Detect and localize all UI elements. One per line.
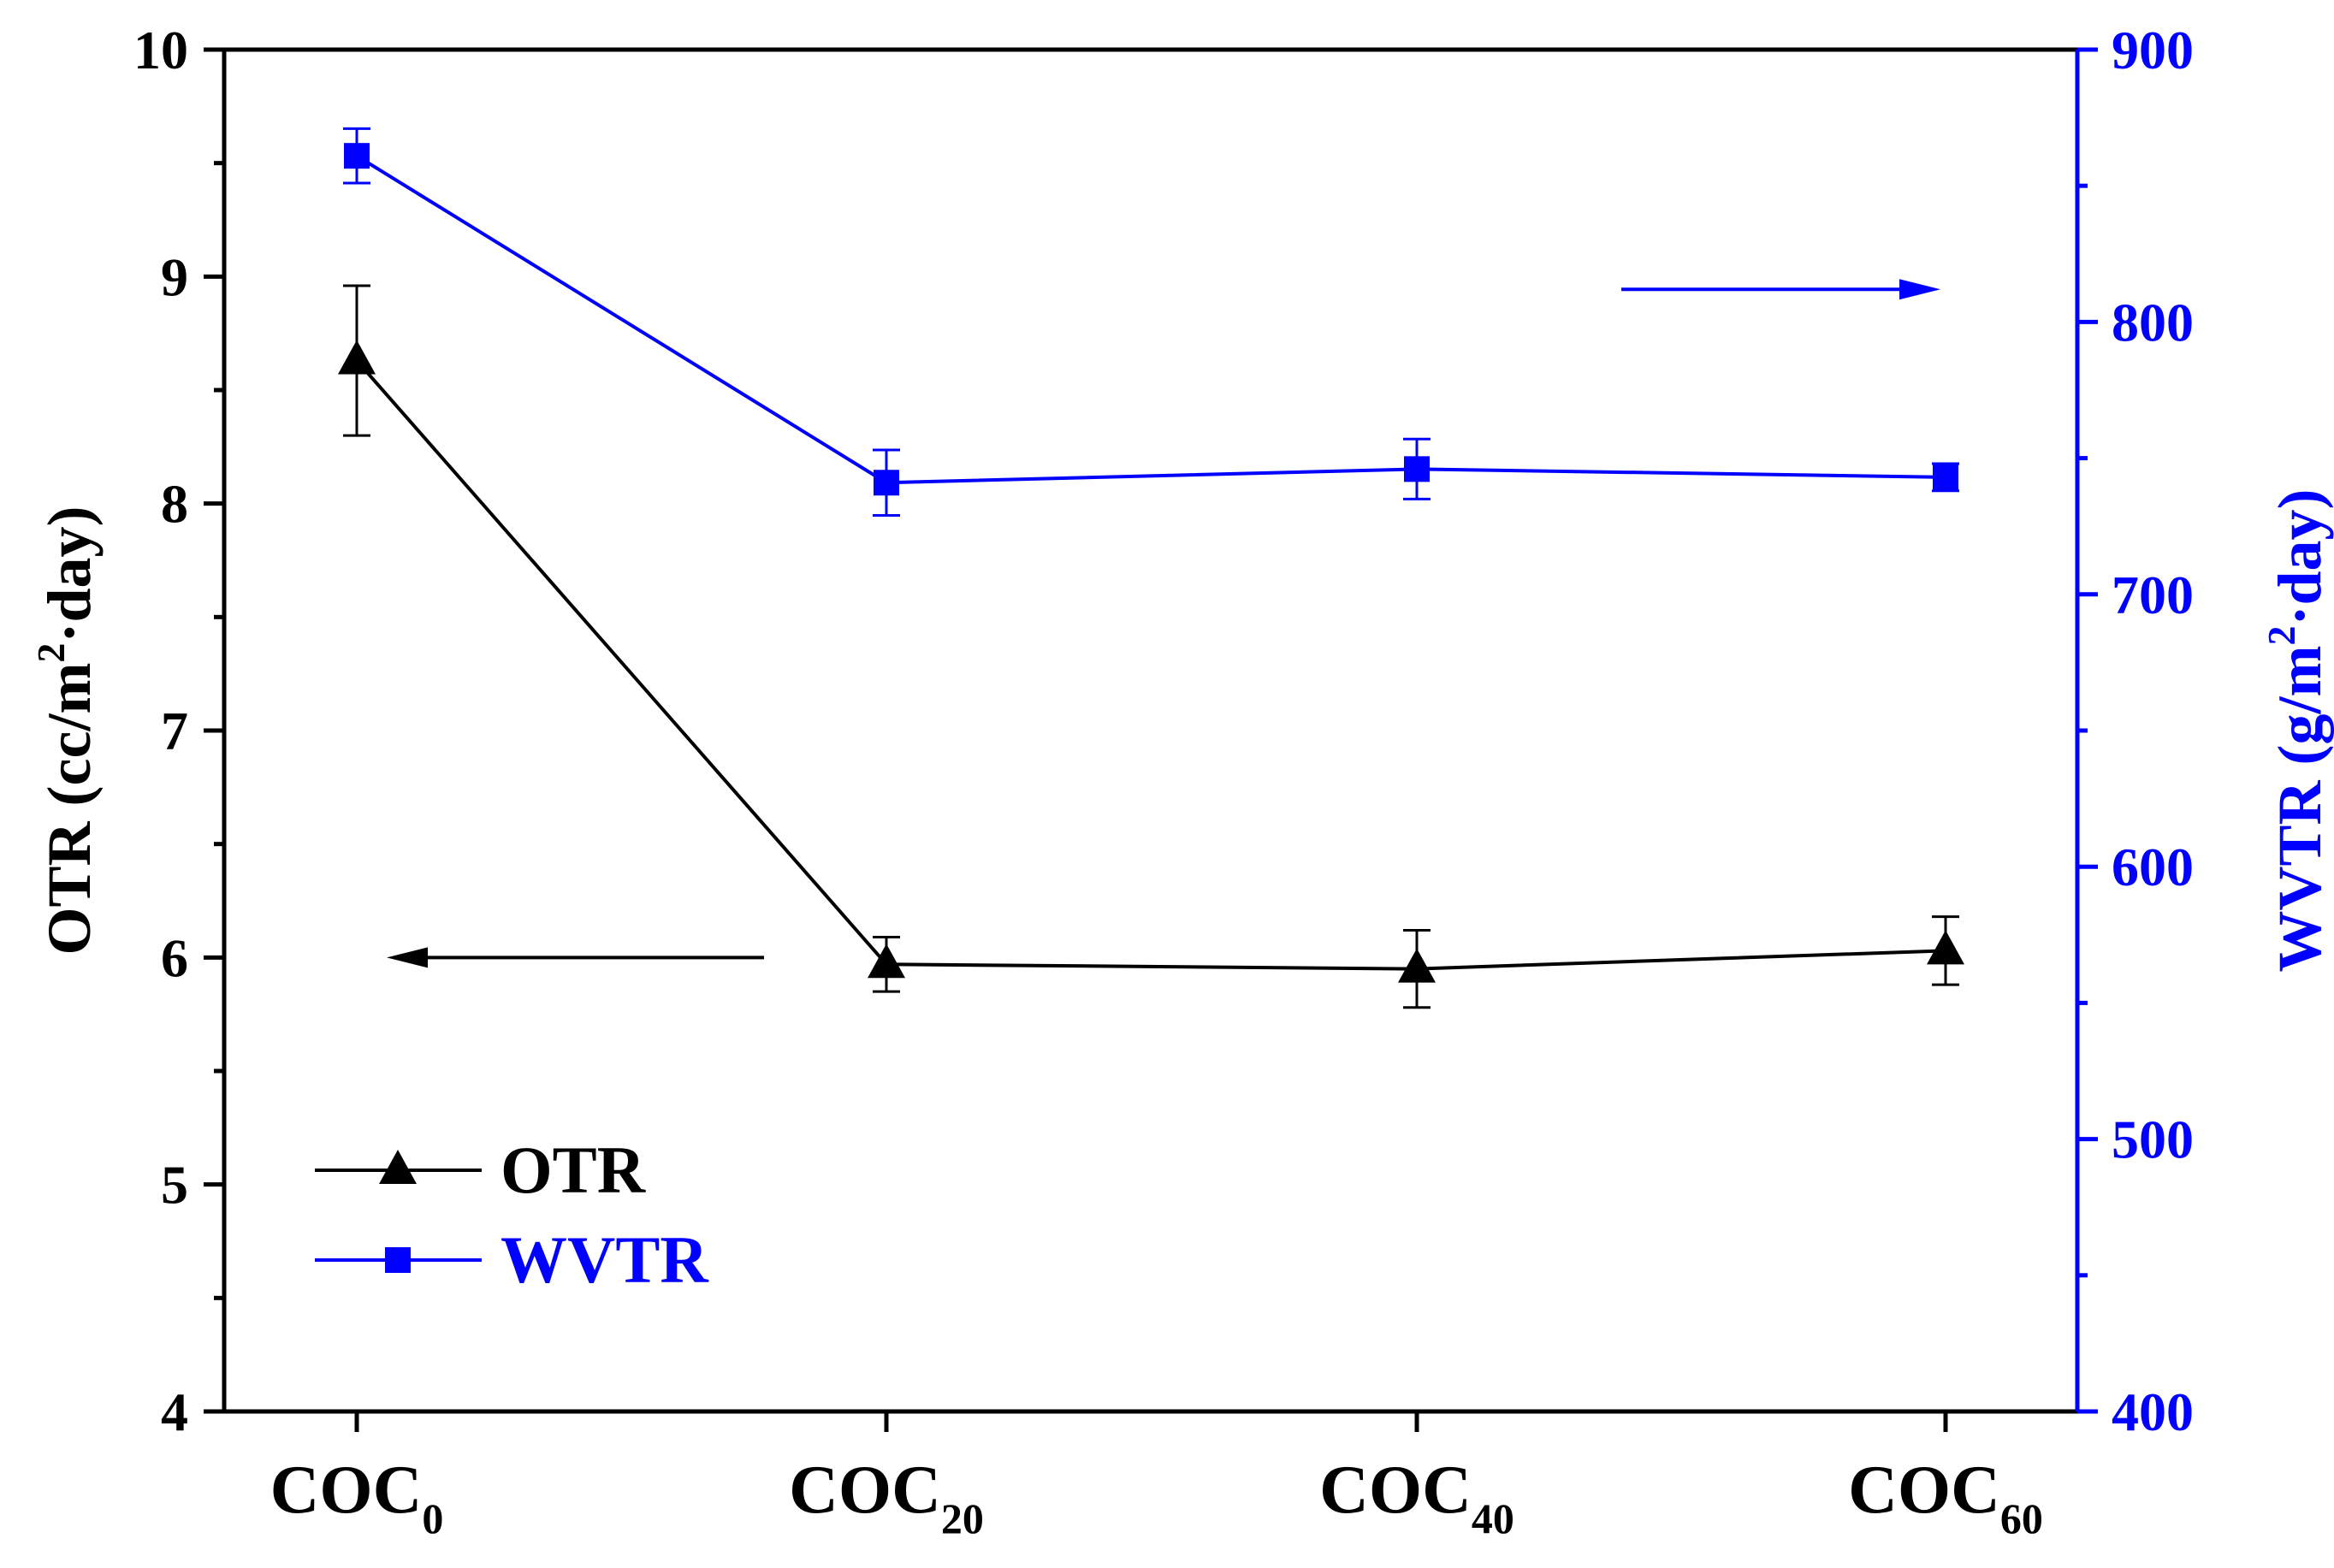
series-wvtr bbox=[343, 127, 1959, 517]
legend-entry-otr: OTR bbox=[315, 1133, 647, 1207]
annotation-arrows bbox=[387, 279, 1940, 968]
wvtr-arrow-head bbox=[1899, 279, 1940, 300]
right-tick-label: 900 bbox=[2112, 20, 2194, 80]
legend-label: OTR bbox=[501, 1133, 647, 1207]
series-otr bbox=[338, 284, 1964, 1009]
left-tick-label: 9 bbox=[161, 246, 188, 307]
right-tick-label: 500 bbox=[2112, 1109, 2194, 1170]
x-tick-label: COC60 bbox=[1848, 1453, 2043, 1542]
x-axis-ticks: COC0 COC20 COC40 COC60 bbox=[270, 1411, 2043, 1542]
otr-line bbox=[355, 359, 1946, 971]
left-axis-title-end: ·day) bbox=[35, 506, 104, 643]
right-tick-label: 700 bbox=[2112, 565, 2194, 625]
otr-axis-arrow bbox=[387, 947, 764, 968]
left-tick-label: 10 bbox=[133, 20, 188, 80]
x-tick-label-subscript: 40 bbox=[1472, 1494, 1514, 1542]
right-axis-title-end: ·day) bbox=[2266, 488, 2334, 625]
otr-arrow-head bbox=[387, 947, 428, 968]
x-tick-label: COC20 bbox=[789, 1453, 984, 1542]
wvtr-point bbox=[1404, 456, 1430, 482]
left-axis-ticks: 4 5 6 7 8 9 10 bbox=[133, 20, 224, 1442]
left-tick-label: 6 bbox=[161, 927, 188, 988]
x-tick-label-base: COC bbox=[1848, 1453, 2000, 1528]
left-axis-title-main: OTR (cc/m bbox=[35, 663, 104, 956]
left-axis-title-sup: 2 bbox=[29, 643, 73, 663]
wvtr-axis-arrow bbox=[1621, 279, 1940, 300]
right-axis-title-sup: 2 bbox=[2260, 626, 2303, 646]
left-tick-label: 8 bbox=[161, 474, 188, 535]
wvtr-point bbox=[1933, 464, 1958, 490]
legend-label: WVTR bbox=[501, 1222, 709, 1297]
right-tick-label: 600 bbox=[2112, 837, 2194, 897]
left-axis-title: OTR (cc/m2·day) bbox=[29, 506, 104, 956]
left-tick-label: 4 bbox=[161, 1382, 188, 1442]
x-tick-label-base: COC bbox=[1319, 1453, 1472, 1528]
wvtr-point bbox=[874, 470, 899, 496]
otr-point bbox=[1927, 930, 1964, 965]
legend: OTR WVTR bbox=[315, 1133, 709, 1297]
legend-entry-wvtr: WVTR bbox=[315, 1222, 709, 1297]
wvtr-point bbox=[344, 143, 370, 169]
x-tick-label-subscript: 20 bbox=[941, 1494, 984, 1542]
right-axis-title: WVTR (g/m2·day) bbox=[2260, 488, 2334, 972]
otr-point bbox=[338, 340, 376, 375]
x-tick-label: COC0 bbox=[270, 1453, 444, 1542]
otr-point bbox=[868, 944, 905, 979]
wvtr-line bbox=[355, 154, 1946, 485]
plot-frame bbox=[222, 47, 2080, 1414]
right-axis-title-main: WVTR (g/m bbox=[2266, 646, 2334, 973]
series-layer bbox=[338, 127, 1964, 1009]
x-tick-label: COC40 bbox=[1319, 1453, 1514, 1542]
x-tick-label-base: COC bbox=[270, 1453, 423, 1528]
left-tick-label: 7 bbox=[161, 701, 188, 761]
right-tick-label: 400 bbox=[2112, 1382, 2194, 1442]
otr-point bbox=[1398, 948, 1436, 983]
legend-swatch-marker bbox=[379, 1150, 417, 1184]
legend-swatch-marker bbox=[385, 1247, 411, 1273]
x-tick-label-base: COC bbox=[789, 1453, 941, 1528]
left-tick-label: 5 bbox=[161, 1155, 188, 1216]
right-tick-label: 800 bbox=[2112, 292, 2194, 352]
x-tick-label-subscript: 0 bbox=[422, 1494, 443, 1542]
x-tick-label-subscript: 60 bbox=[2000, 1494, 2043, 1542]
right-axis-ticks: 400 500 600 700 800 900 bbox=[2077, 20, 2194, 1442]
